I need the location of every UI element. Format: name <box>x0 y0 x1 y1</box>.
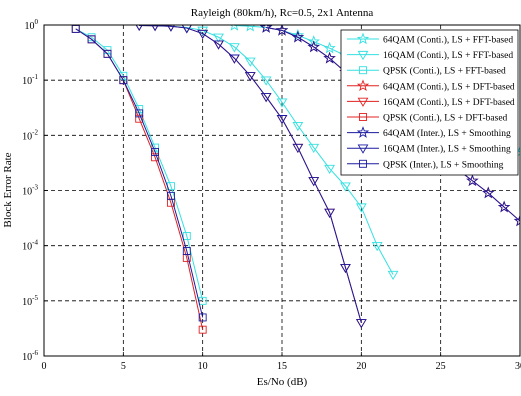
y-tick-base: 10 <box>22 131 32 142</box>
legend-label: 16QAM (Conti.), LS + FFT-based <box>383 50 513 61</box>
y-tick-label: 100 <box>25 18 39 32</box>
y-tick-exponent: -2 <box>32 128 38 136</box>
x-tick-label: 10 <box>198 361 208 372</box>
legend-label: 16QAM (Inter.), LS + Smoothing <box>383 144 511 155</box>
y-tick-base: 10 <box>22 187 32 198</box>
legend-label: 64QAM (Conti.), LS + FFT-based <box>383 35 513 46</box>
y-tick-base: 10 <box>22 242 32 253</box>
y-tick-label: 10-5 <box>22 294 38 308</box>
y-axis-label: Block Error Rate <box>2 152 14 227</box>
y-tick-base: 10 <box>22 352 32 363</box>
y-tick-base: 10 <box>22 76 32 87</box>
x-tick-label: 20 <box>356 361 366 372</box>
y-tick-exponent: -5 <box>32 294 38 302</box>
y-tick-exponent: 0 <box>35 18 39 26</box>
y-tick-base: 10 <box>22 297 32 308</box>
x-tick-label: 5 <box>121 361 126 372</box>
legend-label: 64QAM (Inter.), LS + Smoothing <box>383 128 511 139</box>
y-tick-exponent: -1 <box>32 73 38 81</box>
x-tick-label: 0 <box>42 361 47 372</box>
legend-label: QPSK (Inter.), LS + Smoothing <box>383 159 504 170</box>
y-tick-label: 10-6 <box>22 349 38 363</box>
x-tick-label: 15 <box>277 361 287 372</box>
legend-label: QPSK (Conti.), LS + FFT-based <box>383 66 506 77</box>
y-tick-exponent: -4 <box>32 239 38 247</box>
y-tick-label: 10-1 <box>22 73 38 87</box>
y-tick-label: 10-2 <box>22 128 38 142</box>
legend-label: 64QAM (Conti.), LS + DFT-based <box>383 81 515 92</box>
legend-label: 16QAM (Conti.), LS + DFT-based <box>383 97 515 108</box>
x-tick-labels: 0 5 10 15 20 25 30 <box>42 361 521 372</box>
chart-title: Rayleigh (80km/h), Rc=0.5, 2x1 Antenna <box>191 7 374 19</box>
legend: 64QAM (Conti.), LS + FFT-based 16QAM (Con… <box>341 30 518 175</box>
y-tick-base: 10 <box>25 21 35 32</box>
y-tick-exponent: -3 <box>32 184 38 192</box>
x-tick-label: 30 <box>515 361 521 372</box>
y-tick-label: 10-3 <box>22 184 38 198</box>
legend-label: QPSK (Conti.), LS + DFT-based <box>383 113 508 124</box>
x-tick-label: 25 <box>436 361 446 372</box>
x-axis-label: Es/No (dB) <box>257 376 308 388</box>
y-tick-exponent: -6 <box>32 349 38 357</box>
y-tick-label: 10-4 <box>22 239 38 253</box>
